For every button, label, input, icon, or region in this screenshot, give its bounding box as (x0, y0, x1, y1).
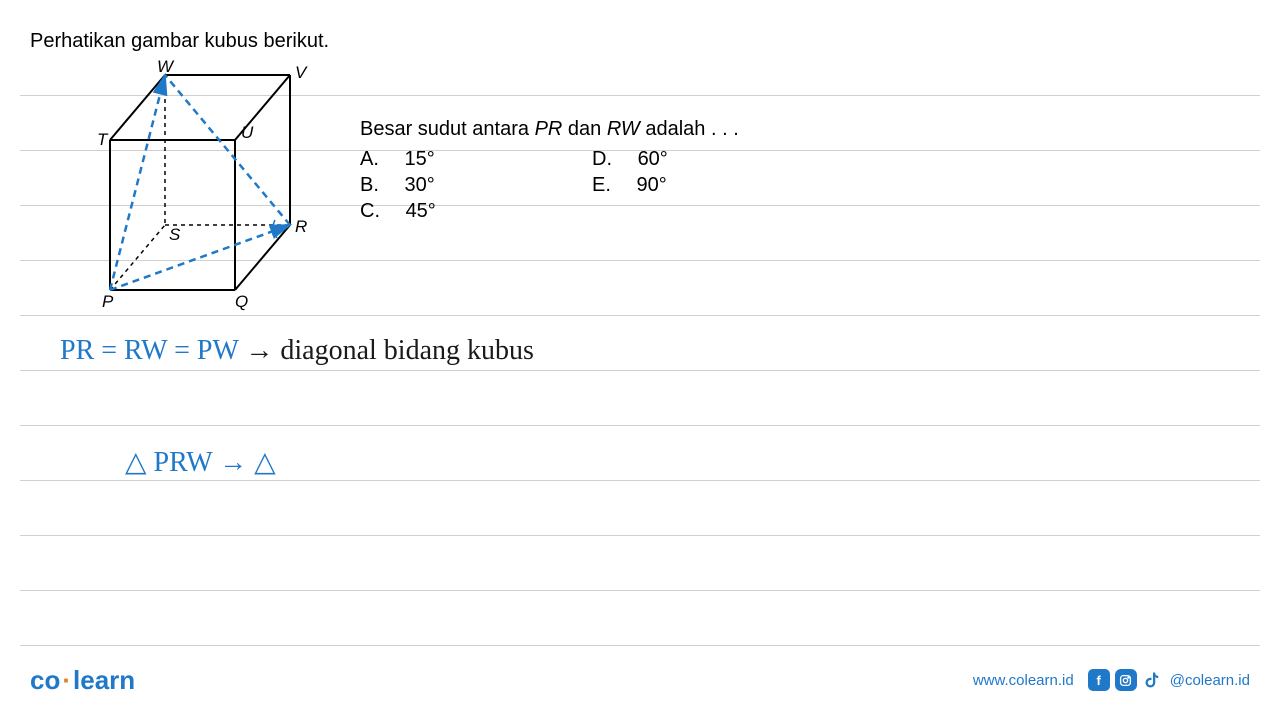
option-d-value: 60° (638, 148, 668, 171)
cube-diagram: W V T U S R P Q (95, 60, 325, 325)
option-b: B. 30° (360, 174, 435, 197)
website-url: www.colearn.id (973, 672, 1074, 689)
handwriting-line-1: PR = RW = PW → diagonal bidang kubus (60, 335, 534, 367)
option-a-value: 15° (404, 148, 434, 171)
svg-text:U: U (241, 123, 254, 142)
svg-text:P: P (102, 292, 114, 311)
facebook-icon: f (1088, 669, 1110, 691)
option-c-value: 45° (406, 200, 436, 223)
question-rw: RW (607, 118, 640, 140)
option-e-letter: E. (592, 174, 611, 196)
colearn-logo: co·learn (30, 665, 135, 696)
social-handle: @colearn.id (1170, 672, 1250, 689)
social-block: f @colearn.id (1088, 669, 1250, 691)
svg-text:T: T (97, 130, 109, 149)
instagram-icon (1115, 669, 1137, 691)
svg-text:W: W (157, 60, 175, 76)
question-suffix: adalah . . . (640, 118, 739, 140)
option-b-value: 30° (404, 174, 434, 197)
footer: co·learn www.colearn.id f @colearn.id (0, 660, 1280, 700)
hw1-black: → diagonal bidang kubus (245, 335, 534, 366)
logo-co: co (30, 665, 60, 695)
svg-text:V: V (295, 63, 308, 82)
option-e-value: 90° (636, 174, 666, 197)
option-e: E. 90° (592, 174, 667, 197)
svg-text:S: S (169, 225, 181, 244)
problem-title: Perhatikan gambar kubus berikut. (30, 30, 329, 53)
svg-text:Q: Q (235, 292, 248, 311)
question-mid: dan (562, 118, 606, 140)
social-icons: f (1088, 669, 1164, 691)
tiktok-icon (1142, 669, 1164, 691)
logo-learn: learn (73, 665, 135, 695)
logo-dot: · (60, 665, 73, 695)
question-text: Besar sudut antara PR dan RW adalah . . … (360, 118, 739, 141)
hw1-blue: PR = RW = PW (60, 335, 238, 366)
svg-text:R: R (295, 217, 307, 236)
option-d-letter: D. (592, 148, 612, 170)
option-c-letter: C. (360, 200, 380, 222)
option-d: D. 60° (592, 148, 668, 171)
option-a: A. 15° (360, 148, 435, 171)
question-prefix: Besar sudut antara (360, 118, 535, 140)
footer-right: www.colearn.id f @colearn.id (973, 669, 1250, 691)
handwriting-line-2: △ PRW → △ (125, 445, 276, 479)
option-a-letter: A. (360, 148, 379, 170)
question-pr: PR (535, 118, 563, 140)
option-c: C. 45° (360, 200, 436, 223)
option-b-letter: B. (360, 174, 379, 196)
